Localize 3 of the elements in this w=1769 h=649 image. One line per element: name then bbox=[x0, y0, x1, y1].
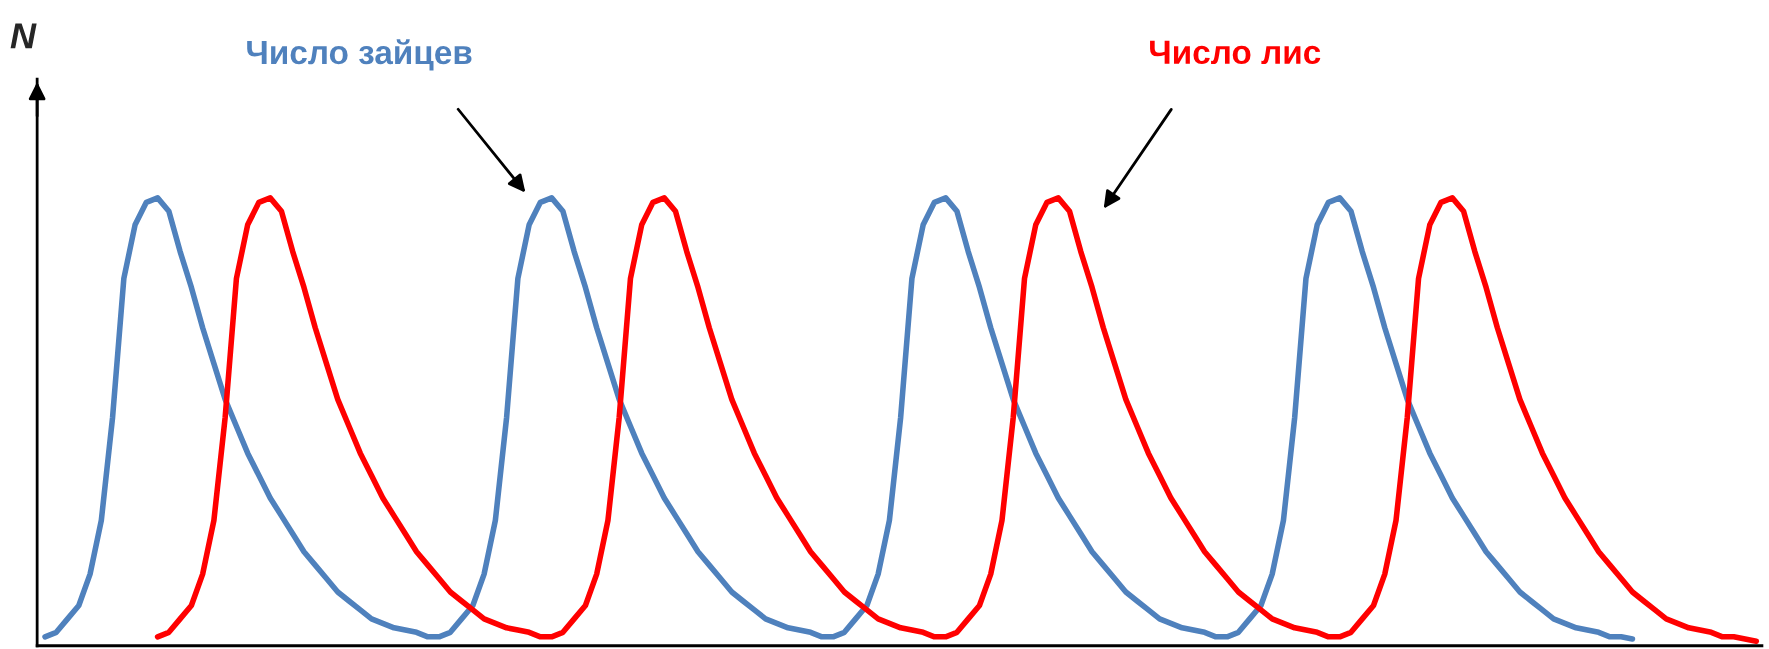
text: Число лис bbox=[1150, 40, 1321, 65]
text: Число зайцев bbox=[247, 39, 472, 71]
y-axis-title: N bbox=[10, 23, 37, 49]
